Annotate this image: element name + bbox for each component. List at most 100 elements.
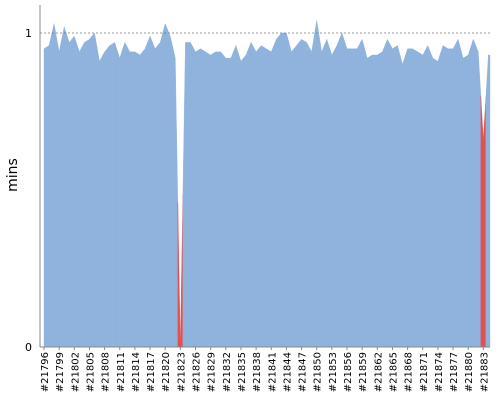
area-segment (369, 54, 375, 348)
area-segment (339, 32, 345, 348)
x-tick-label: #21844 (282, 352, 293, 392)
area-segment (374, 53, 381, 348)
area-segment (132, 51, 138, 348)
area-segment (106, 43, 113, 348)
area-segment (167, 29, 173, 348)
x-tick-label: #21817 (146, 352, 157, 392)
area-segment (425, 45, 431, 348)
area-segment (414, 49, 421, 348)
x-tick-label: #21856 (343, 352, 354, 392)
area-segment (450, 43, 456, 348)
area-segment (61, 25, 67, 348)
area-segment (394, 45, 401, 348)
area-segment (344, 40, 350, 348)
area-segment (364, 48, 370, 348)
x-tick-label: #21841 (267, 352, 278, 392)
x-tick-label: #21799 (55, 352, 66, 392)
area-segment (480, 95, 487, 348)
area-segment (233, 44, 239, 348)
area-segment (273, 35, 280, 348)
area-segment (263, 46, 269, 348)
area-segment (404, 48, 411, 348)
x-tick-label: #21883 (479, 352, 490, 392)
area-segment (349, 48, 355, 348)
area-segment (258, 45, 264, 348)
area-segment (46, 34, 52, 348)
area-segment (147, 35, 153, 348)
x-tick-label: #21838 (252, 352, 263, 392)
area-segment (187, 42, 194, 348)
area-segment (212, 51, 219, 348)
area-segment (66, 34, 72, 348)
area-segment (324, 38, 330, 348)
area-segment (202, 49, 209, 348)
area-segment (56, 37, 62, 348)
x-tick-label: #21877 (449, 352, 460, 392)
area-segment (278, 32, 285, 348)
area-segment (409, 48, 416, 348)
x-tick-label: #21802 (70, 352, 81, 392)
x-tick-label: #21814 (131, 352, 142, 392)
x-tick-label: #21829 (207, 352, 218, 392)
area-segment (177, 194, 184, 348)
area-segment (445, 46, 451, 348)
area-segment (122, 41, 128, 348)
area-segment (268, 45, 274, 348)
y-tick-label: 0 (25, 341, 32, 354)
area-segment (96, 47, 103, 348)
area-segment (157, 32, 163, 348)
area-segment (152, 42, 158, 348)
area-segment (430, 51, 436, 348)
area-segment (420, 50, 426, 348)
x-tick-label: #21808 (101, 352, 112, 392)
area-segment (475, 45, 482, 348)
area-segment (243, 48, 249, 348)
x-tick-label: #21880 (464, 352, 475, 392)
area-segment (308, 36, 315, 348)
area-segment (197, 48, 204, 348)
area-segment (228, 51, 234, 348)
area-segment (172, 47, 179, 348)
area-segment (288, 42, 295, 348)
area-segment (117, 50, 123, 348)
x-tick-label: #21850 (313, 352, 324, 392)
area-segment (485, 54, 491, 348)
area-segment (319, 36, 325, 348)
y-axis-label: mins (5, 158, 21, 192)
area-segment (182, 42, 189, 348)
area-segment (101, 48, 108, 348)
x-tick-label: #21853 (328, 352, 339, 392)
x-tick-label: #21868 (404, 352, 415, 392)
area-segment (384, 38, 391, 348)
area-segment (460, 48, 466, 348)
area-segment (207, 53, 214, 348)
x-tick-label: #21859 (358, 352, 369, 392)
area-segment (379, 45, 386, 348)
area-segment (76, 43, 83, 348)
area-segment (238, 53, 244, 348)
area-segment (111, 42, 118, 348)
x-tick-label: #21805 (85, 352, 96, 392)
area-segment (389, 43, 396, 348)
x-tick-label: #21826 (192, 352, 203, 392)
area-segment (354, 43, 360, 348)
area-segment (253, 47, 259, 348)
area-segment (192, 47, 199, 348)
area-segment (303, 40, 310, 348)
y-tick-label: 1 (25, 27, 32, 40)
area-segment (435, 53, 441, 348)
area-segment (223, 54, 229, 348)
area-segment (334, 39, 340, 348)
x-tick-label: #21862 (373, 352, 384, 392)
x-tick-label: #21874 (434, 352, 445, 392)
area-segment (86, 35, 93, 348)
area-segment (81, 40, 88, 348)
area-segment (465, 47, 471, 348)
area-segment (440, 45, 446, 348)
x-tick-label: #21811 (116, 352, 127, 392)
area-segment (399, 54, 406, 348)
area-segment (248, 41, 254, 348)
area-segment (137, 51, 143, 348)
